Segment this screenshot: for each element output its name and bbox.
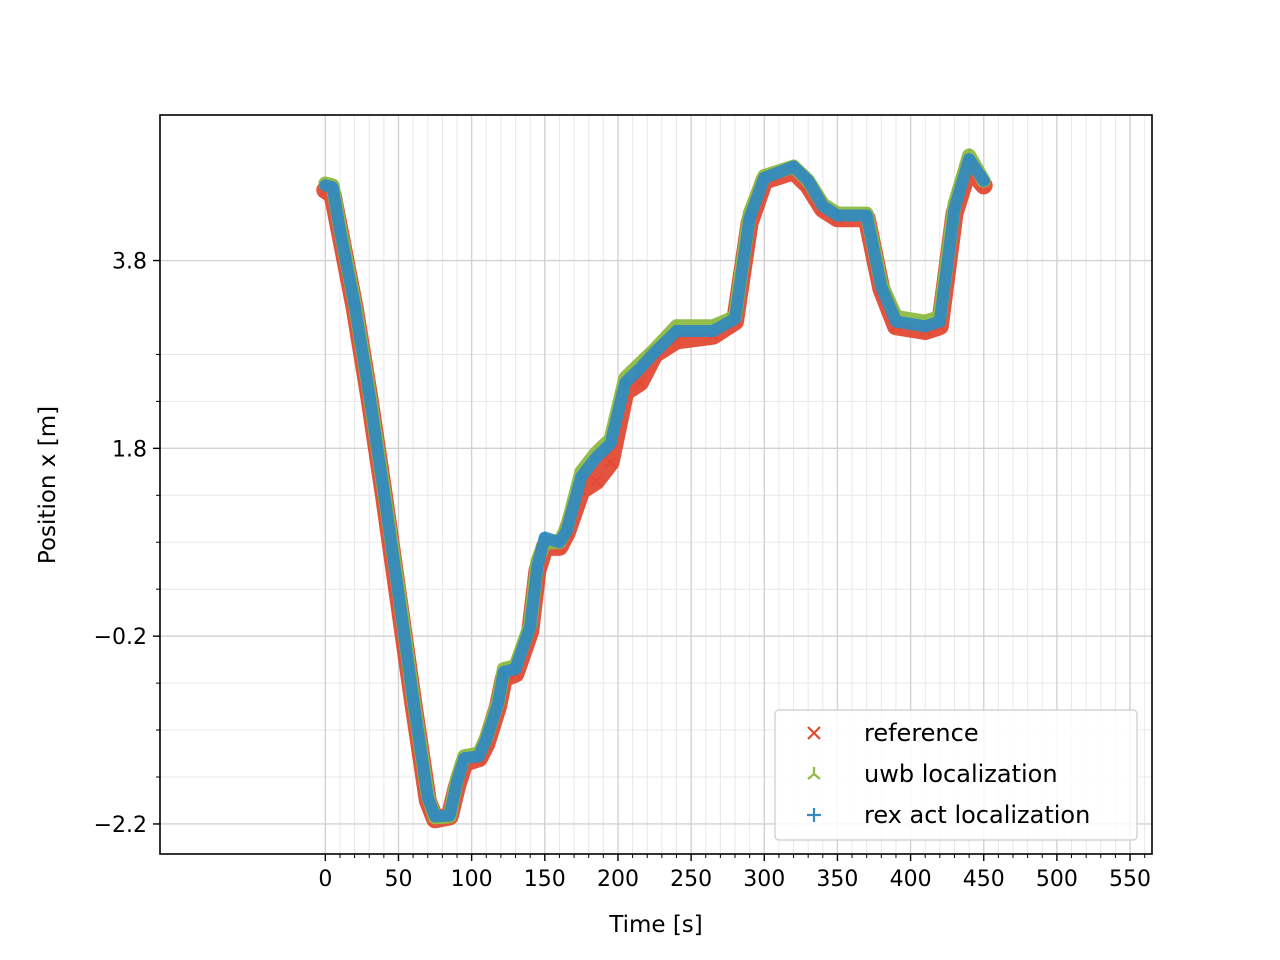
data-point bbox=[421, 791, 434, 804]
data-point bbox=[816, 200, 829, 213]
series-band bbox=[319, 153, 990, 823]
data-point bbox=[524, 620, 537, 633]
ticks-layer: 0 50 100 150 200 250 300 350 400 450 500 550 −2.2 −0.… bbox=[94, 250, 1151, 892]
legend-label: reference bbox=[864, 719, 979, 747]
legend: reference uwb localization rex act localiz… bbox=[774, 709, 1138, 841]
data-point bbox=[319, 179, 332, 192]
y-axis-title: Position x [m] bbox=[35, 406, 61, 564]
data-point bbox=[948, 202, 961, 215]
data-point bbox=[458, 752, 471, 765]
data-point bbox=[707, 324, 720, 337]
data-point bbox=[831, 209, 844, 222]
data-point bbox=[553, 536, 566, 549]
data-point bbox=[670, 324, 683, 337]
data-point bbox=[491, 697, 504, 710]
x-tick-label: 150 bbox=[524, 867, 566, 892]
x-tick-label: 300 bbox=[743, 867, 785, 892]
data-point bbox=[560, 524, 573, 537]
x-tick-label: 200 bbox=[597, 867, 639, 892]
data-point bbox=[648, 346, 661, 359]
y-tick-label: 1.8 bbox=[112, 437, 147, 462]
data-point bbox=[377, 486, 390, 499]
data-point bbox=[363, 387, 376, 400]
data-point bbox=[919, 320, 932, 333]
data-point bbox=[509, 663, 522, 676]
data-point bbox=[348, 298, 361, 311]
data-point bbox=[392, 587, 405, 600]
data-point bbox=[758, 171, 771, 184]
data-point bbox=[333, 224, 346, 237]
data-point bbox=[729, 312, 742, 325]
data-point bbox=[497, 665, 510, 678]
series-layer bbox=[316, 148, 993, 829]
data-point bbox=[575, 470, 588, 483]
legend-marker-plus-icon bbox=[807, 808, 821, 822]
data-point bbox=[590, 451, 603, 464]
plot-frame bbox=[159, 114, 1153, 855]
data-point bbox=[604, 437, 617, 450]
legend-label: uwb localization bbox=[864, 760, 1058, 788]
x-axis-title: Time [s] bbox=[608, 912, 703, 938]
data-point bbox=[472, 750, 485, 763]
legend-item: reference bbox=[807, 719, 979, 747]
data-point bbox=[889, 315, 902, 328]
data-point bbox=[933, 315, 946, 328]
data-point bbox=[407, 693, 420, 706]
legend-label: rex act localization bbox=[864, 801, 1090, 829]
data-point bbox=[604, 456, 617, 469]
data-point bbox=[787, 160, 800, 173]
y-tick-label: 3.8 bbox=[112, 250, 147, 275]
x-tick-label: 0 bbox=[318, 867, 332, 892]
legend-marker-tri-icon bbox=[807, 767, 821, 780]
x-tick-label: 450 bbox=[963, 867, 1005, 892]
series-rex-act-localization bbox=[319, 153, 990, 823]
legend-box bbox=[774, 709, 1138, 841]
legend-items: reference uwb localization rex act localiz… bbox=[807, 719, 1090, 829]
data-point bbox=[480, 733, 493, 746]
x-tick-label: 550 bbox=[1109, 867, 1151, 892]
data-point bbox=[802, 174, 815, 187]
y-tick-label: −2.2 bbox=[94, 813, 147, 838]
y-tick-label: −0.2 bbox=[94, 625, 147, 650]
data-point bbox=[619, 376, 632, 389]
legend-item: rex act localization bbox=[807, 801, 1090, 829]
x-tick-label: 250 bbox=[670, 867, 712, 892]
legend-marker-x-icon bbox=[807, 726, 821, 740]
data-point bbox=[590, 475, 602, 487]
data-point bbox=[326, 181, 339, 194]
x-tick-label: 350 bbox=[816, 867, 858, 892]
data-point bbox=[875, 280, 888, 293]
data-point bbox=[743, 212, 756, 225]
data-point bbox=[963, 153, 976, 166]
data-point bbox=[429, 810, 442, 823]
data-point bbox=[538, 531, 551, 544]
data-point bbox=[443, 809, 456, 822]
data-point bbox=[633, 362, 646, 375]
data-point bbox=[451, 775, 464, 788]
x-tick-label: 500 bbox=[1036, 867, 1078, 892]
data-point bbox=[860, 209, 873, 222]
x-tick-label: 400 bbox=[890, 867, 932, 892]
x-tick-label: 50 bbox=[384, 867, 412, 892]
data-point bbox=[977, 174, 990, 187]
legend-item: uwb localization bbox=[807, 760, 1058, 788]
x-tick-label: 100 bbox=[451, 867, 493, 892]
data-point bbox=[531, 559, 544, 572]
